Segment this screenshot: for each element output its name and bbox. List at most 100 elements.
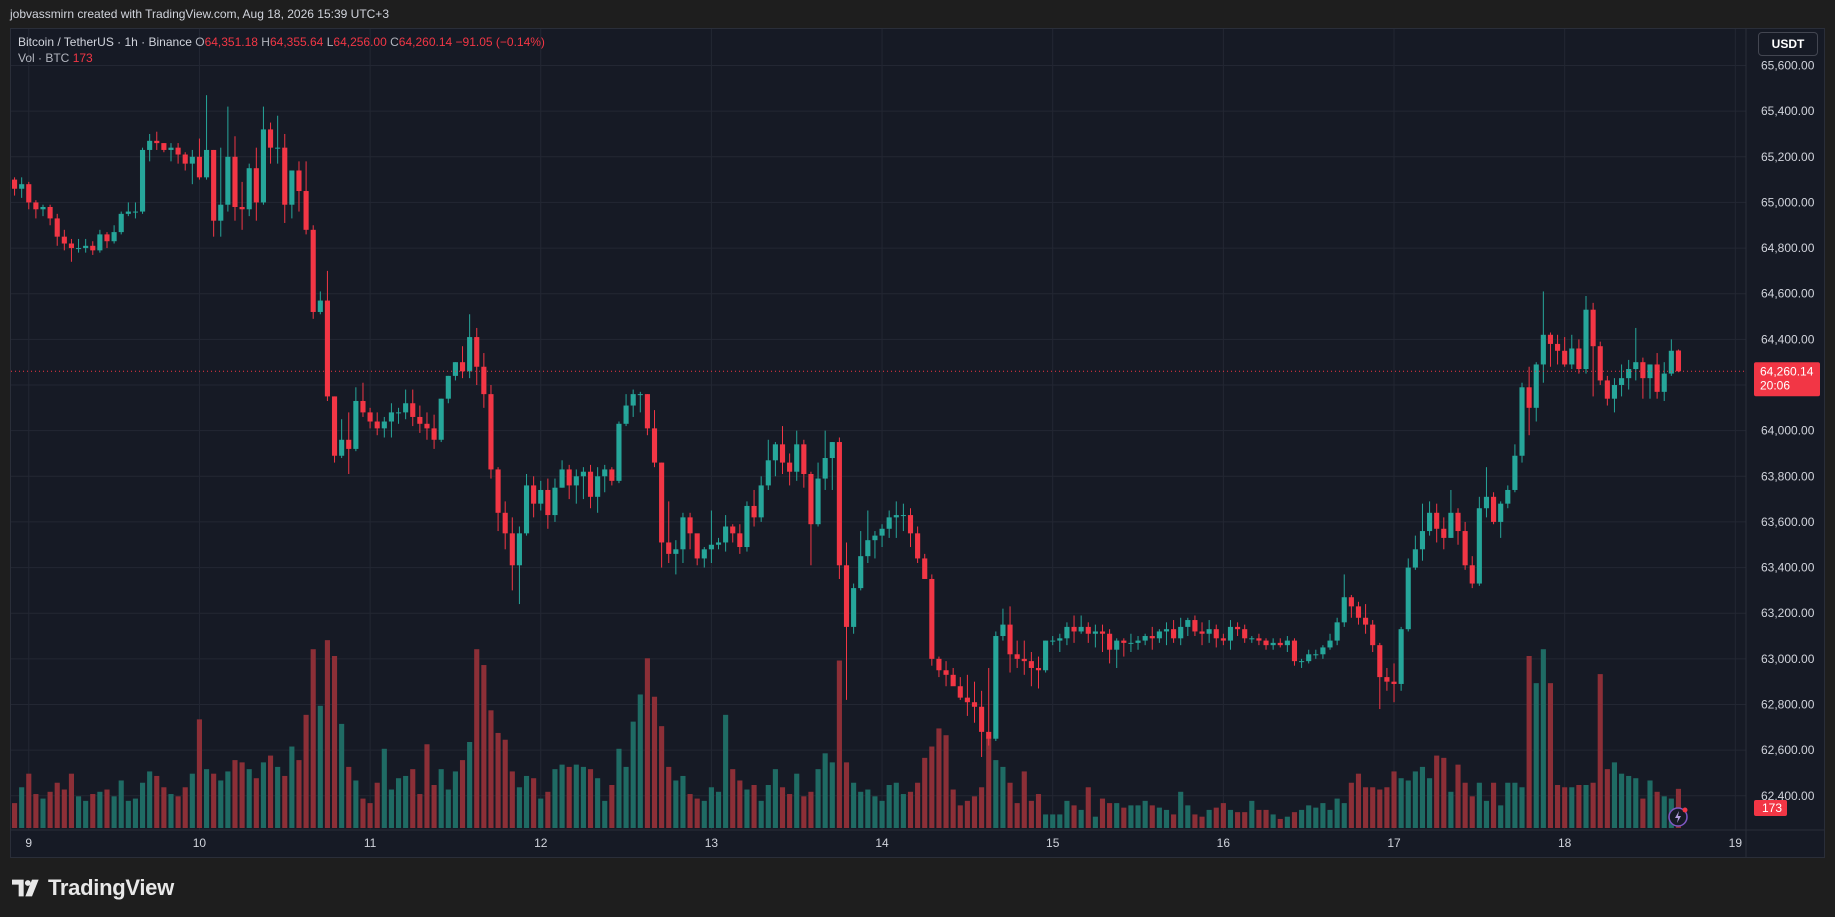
volume-bar xyxy=(1469,796,1475,828)
volume-bar xyxy=(1398,778,1404,828)
volume-bars xyxy=(11,640,1682,828)
candle-body xyxy=(1526,387,1532,408)
volume-bar xyxy=(1370,787,1376,828)
volume-bar xyxy=(1128,805,1134,828)
volume-bar xyxy=(1576,785,1582,828)
candle-body xyxy=(843,565,850,627)
price-tick-label: 64,600.00 xyxy=(1761,287,1815,301)
candle-body xyxy=(125,211,131,214)
candle-body xyxy=(1540,334,1546,365)
candle-body xyxy=(132,211,138,213)
volume-bar xyxy=(175,796,181,828)
volume-tag-value: 173 xyxy=(1762,801,1782,815)
time-tick-label: 9 xyxy=(25,836,32,850)
price-tick-label: 65,600.00 xyxy=(1761,59,1815,73)
candle-body xyxy=(353,400,359,449)
chart-canvas[interactable]: 65,600.00 65,400.00 65,200.00 65,000.00 64,8… xyxy=(0,0,1835,858)
volume-bar xyxy=(516,787,522,828)
tradingview-logo-icon xyxy=(12,879,39,897)
grid-lines xyxy=(11,29,1824,857)
candle-body xyxy=(1213,629,1219,639)
volume-bar xyxy=(253,778,259,828)
candle-body xyxy=(438,398,444,440)
volume-bar xyxy=(1654,791,1660,828)
volume-bar xyxy=(886,785,892,828)
candle-body xyxy=(1377,645,1383,678)
volume-bar xyxy=(97,791,103,828)
volume-bar xyxy=(794,773,800,828)
candle-body xyxy=(1014,654,1020,659)
candle-body xyxy=(11,179,18,189)
candle-body xyxy=(1668,350,1674,374)
candle-body xyxy=(75,248,82,250)
volume-bar xyxy=(616,748,622,828)
time-tick-label: 14 xyxy=(875,836,889,850)
candle-body xyxy=(1611,385,1618,399)
volume-bar xyxy=(1412,771,1418,828)
volume-bar xyxy=(282,775,288,828)
volume-bar xyxy=(808,791,814,828)
volume-bar xyxy=(715,791,722,828)
currency-button[interactable]: USDT xyxy=(1758,32,1818,56)
candle-body xyxy=(246,168,252,210)
candle-body xyxy=(303,191,309,230)
candle-body xyxy=(1562,350,1568,365)
volume-bar xyxy=(1306,805,1312,828)
chart-legend: Bitcoin / TetherUS · 1h · Binance O64,35… xyxy=(18,34,545,66)
volume-bar xyxy=(751,785,757,828)
volume-bar xyxy=(161,787,167,828)
time-tick-label: 18 xyxy=(1558,836,1572,850)
volume-bar xyxy=(922,757,928,828)
candle-body xyxy=(872,535,878,541)
candle-body xyxy=(1235,626,1241,630)
candle-body xyxy=(715,542,722,545)
volume-bar xyxy=(1220,803,1226,828)
candle-body xyxy=(360,400,366,413)
volume-bar xyxy=(1462,782,1468,828)
volume-bar xyxy=(502,739,508,828)
volume-bar xyxy=(1491,782,1497,828)
alert-icon[interactable] xyxy=(1668,807,1688,827)
volume-bar xyxy=(19,787,25,828)
volume-tag: 173 xyxy=(1754,800,1787,816)
volume-bar xyxy=(1185,805,1191,828)
volume-bar xyxy=(452,771,458,828)
candle-body xyxy=(1320,647,1326,655)
candle-body xyxy=(986,731,992,739)
candles xyxy=(11,95,1682,757)
candle-body xyxy=(267,129,274,148)
candle-body xyxy=(893,515,899,518)
candle-body xyxy=(1647,364,1653,379)
volume-bar xyxy=(1341,803,1347,828)
candle-body xyxy=(701,549,707,559)
volume-bar xyxy=(495,732,501,828)
volume-bar xyxy=(1455,764,1461,828)
last-price-value: 64,260.14 xyxy=(1760,364,1814,378)
candle-body xyxy=(580,471,586,477)
tradingview-logo[interactable]: TradingView xyxy=(12,875,174,901)
volume-bar xyxy=(367,803,373,828)
candle-body xyxy=(1441,528,1447,538)
candle-body xyxy=(1341,597,1347,623)
volume-bar xyxy=(1171,814,1177,828)
candle-body xyxy=(1064,626,1070,639)
candle-body xyxy=(730,526,736,534)
candle-body xyxy=(1057,638,1063,641)
time-tick-label: 19 xyxy=(1729,836,1743,850)
volume-bar xyxy=(1256,809,1262,828)
price-tick-label: 63,600.00 xyxy=(1761,515,1815,529)
volume-bar xyxy=(1199,816,1205,828)
volume-bar xyxy=(644,658,650,828)
candle-body xyxy=(1142,636,1148,641)
volume-bar xyxy=(75,796,82,828)
candle-body xyxy=(83,245,89,249)
candle-body xyxy=(1085,626,1091,634)
volume-bar xyxy=(1626,775,1632,828)
candle-body xyxy=(1043,640,1049,671)
volume-bar xyxy=(33,794,39,828)
last-price-tag: 64,260.14 20:06 xyxy=(1754,362,1820,397)
volume-bar xyxy=(744,789,750,828)
volume-bar xyxy=(1597,674,1603,828)
candle-body xyxy=(1604,380,1610,399)
candle-body xyxy=(865,540,871,557)
